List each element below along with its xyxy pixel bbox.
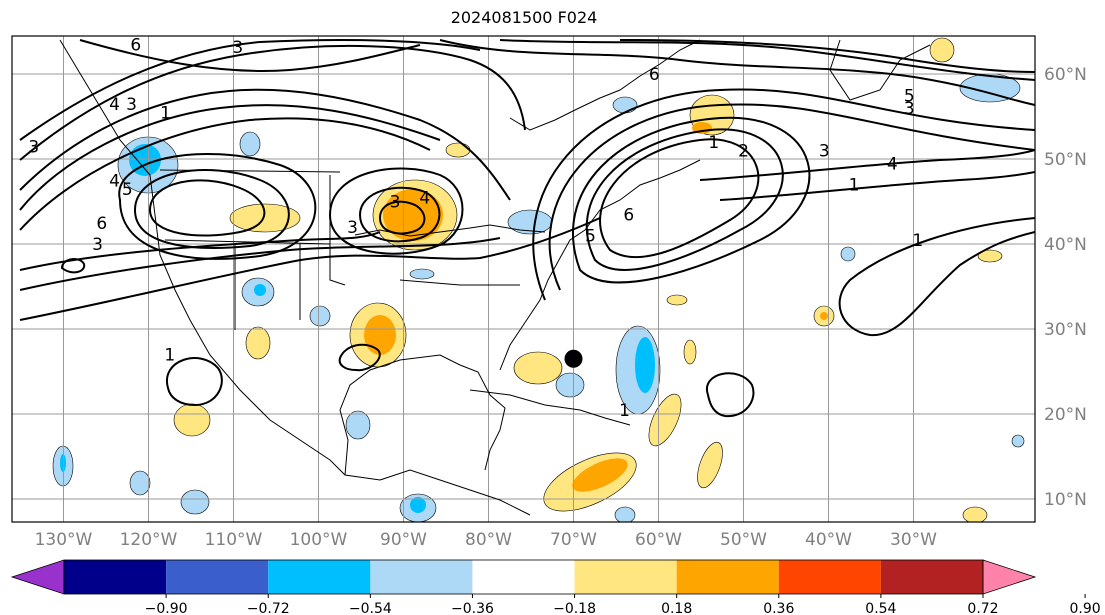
contour-label: 1 <box>912 231 923 251</box>
contour-label: 4 <box>419 188 430 208</box>
longitude-tick-label: 90°W <box>380 530 427 550</box>
contour-label: 1 <box>708 133 719 153</box>
longitude-tick-label: 80°W <box>465 530 512 550</box>
colorbar-segment <box>166 560 269 594</box>
colorbar-segment <box>574 560 677 594</box>
longitude-tick-label: 110°W <box>205 530 263 550</box>
colorbar-tick-label: 0.18 <box>661 601 692 615</box>
contour-label: 3 <box>126 95 137 115</box>
longitude-tick-label: 60°W <box>635 530 682 550</box>
colorbar-segment <box>676 560 779 594</box>
latitude-tick-label: 20°N <box>1044 405 1087 425</box>
contour-label: 3 <box>819 142 830 162</box>
colorbar-tick-label: 0.36 <box>763 601 794 615</box>
contour-label: 1 <box>160 103 171 123</box>
storm-center-marker <box>564 349 583 368</box>
contour-label: 4 <box>109 95 120 115</box>
longitude-tick-label: 50°W <box>720 530 767 550</box>
colorbar-segment <box>778 560 881 594</box>
colorbar-tick-label: −0.18 <box>553 601 596 615</box>
longitude-tick-label: 70°W <box>550 530 597 550</box>
shaded-anomalies <box>52 37 1025 522</box>
colorbar-segment <box>268 560 371 594</box>
colorbar-tick-label: 0.90 <box>1070 601 1101 615</box>
longitude-axis: 130°W 120°W 110°W 100°W 90°W 80°W 70°W 60°W 50°W… <box>35 530 938 550</box>
colorbar-over-arrow <box>982 559 1037 595</box>
latitude-axis: 60°N 50°N 40°N 30°N 20°N 10°N <box>1044 65 1087 510</box>
colorbar: −0.90 −0.72 −0.54 −0.36 −0.18 0.18 0.36 0.54 0.7… <box>10 559 1101 615</box>
latitude-tick-label: 60°N <box>1044 65 1087 85</box>
contour-label: 2 <box>738 142 749 162</box>
longitude-tick-label: 120°W <box>120 530 178 550</box>
contour-label: 6 <box>623 205 634 225</box>
contour-label: 5 <box>904 86 915 106</box>
colorbar-tick-label: −0.72 <box>247 601 290 615</box>
colorbar-tick-label: −0.90 <box>145 601 188 615</box>
contour-label: 1 <box>619 401 630 421</box>
contour-label: 4 <box>109 171 120 191</box>
map-title: 2024081500 F024 <box>450 8 598 27</box>
contour-label: 3 <box>390 193 401 213</box>
latitude-tick-label: 40°N <box>1044 235 1087 255</box>
contour-label: 6 <box>96 214 107 234</box>
colorbar-tick-label: 0.54 <box>865 601 896 615</box>
longitude-tick-label: 100°W <box>290 530 348 550</box>
contour-label: 6 <box>649 65 660 85</box>
colorbar-tick-label: 0.72 <box>967 601 998 615</box>
contour-label: 3 <box>904 99 915 119</box>
contour-label: 1 <box>164 346 175 366</box>
contour-label: 3 <box>232 38 243 58</box>
contour-label: 5 <box>585 227 596 247</box>
colorbar-under-arrow <box>10 559 65 595</box>
colorbar-outline <box>63 559 984 595</box>
contour-label: 6 <box>130 35 141 55</box>
contour-label: 3 <box>347 218 358 238</box>
contour-label: 1 <box>849 176 860 196</box>
colorbar-segment <box>370 560 473 594</box>
contour-label: 3 <box>92 235 103 255</box>
contour-label: 3 <box>28 137 39 157</box>
colorbar-segment <box>880 560 983 594</box>
longitude-tick-label: 130°W <box>35 530 93 550</box>
contour-label: 4 <box>887 154 898 174</box>
latitude-tick-label: 30°N <box>1044 320 1087 340</box>
coastlines <box>59 39 931 516</box>
map-frame <box>11 35 1036 523</box>
longitude-tick-label: 40°W <box>805 530 852 550</box>
colorbar-tick-label: −0.36 <box>451 601 494 615</box>
colorbar-segment <box>64 560 167 594</box>
contour-label: 5 <box>122 180 133 200</box>
colorbar-segment <box>472 560 575 594</box>
latitude-tick-label: 10°N <box>1044 490 1087 510</box>
contour-lines <box>19 39 1035 418</box>
colorbar-tick-label: −0.54 <box>349 601 392 615</box>
longitude-tick-label: 30°W <box>890 530 937 550</box>
latitude-tick-label: 50°N <box>1044 150 1087 170</box>
graticule-lines <box>12 36 1035 522</box>
